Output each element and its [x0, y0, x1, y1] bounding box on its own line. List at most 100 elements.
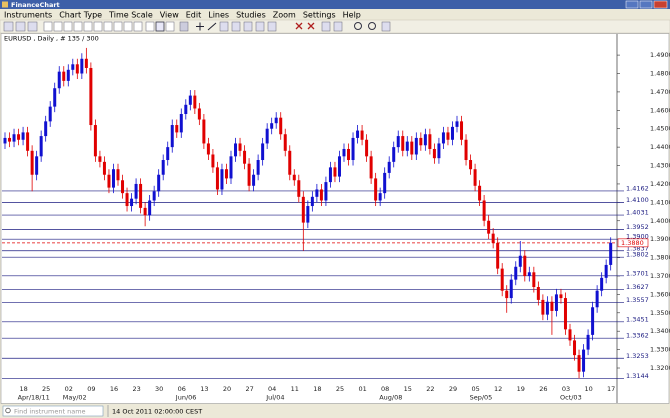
y-tick-label: 1.4900	[650, 51, 670, 59]
tool-button[interactable]	[43, 21, 53, 32]
candle-body	[80, 58, 84, 74]
x-tick-label: 18	[19, 385, 27, 393]
menu-item[interactable]: Help	[343, 11, 361, 20]
level-label: 1.3451	[626, 315, 649, 323]
candle-body	[437, 143, 441, 159]
candle-body	[573, 340, 577, 356]
tool-button[interactable]	[321, 21, 331, 32]
zoom-in[interactable]	[354, 22, 362, 30]
x-tick-label: 30	[155, 385, 163, 393]
menu-item[interactable]: Chart Type	[59, 11, 102, 20]
tool-button[interactable]	[73, 21, 83, 32]
menu-bar	[0, 9, 670, 20]
candle-body	[206, 143, 210, 155]
menu-item[interactable]: Studies	[236, 11, 266, 20]
menu-item[interactable]: Instruments	[4, 11, 52, 20]
candle-body	[577, 355, 581, 372]
tool-button[interactable]	[15, 21, 26, 32]
tool-button[interactable]	[3, 21, 14, 32]
candle-body	[148, 200, 152, 216]
candle-body	[8, 137, 12, 142]
candle-body	[175, 125, 179, 133]
tool-button[interactable]	[179, 21, 189, 32]
candle-body	[161, 160, 165, 175]
level-label: 1.3627	[626, 283, 649, 291]
candle-body	[536, 287, 540, 300]
candle-body	[337, 156, 341, 177]
delete-tool[interactable]	[295, 22, 303, 30]
candle-body	[414, 137, 418, 155]
candle-body	[62, 71, 66, 81]
tool-button[interactable]	[267, 21, 277, 32]
candle-body	[514, 266, 518, 280]
zoom-out[interactable]	[368, 22, 376, 30]
tool-button[interactable]	[381, 21, 391, 32]
candle-body	[39, 136, 43, 157]
candle-body	[310, 196, 314, 207]
candle-body	[297, 180, 301, 197]
minimize-button[interactable]	[625, 0, 639, 9]
tool-button[interactable]	[219, 21, 229, 32]
candle-body	[179, 113, 183, 133]
menu-item[interactable]: Edit	[186, 11, 202, 20]
tool-button[interactable]	[113, 21, 123, 32]
candle-body	[35, 156, 39, 175]
candle-body	[356, 130, 360, 138]
close-button[interactable]	[653, 0, 668, 9]
delete-tool[interactable]	[307, 22, 315, 30]
x-month-label: Jun/06	[175, 394, 197, 402]
menu-item[interactable]: Zoom	[273, 11, 296, 20]
search-icon	[5, 407, 11, 414]
tool-button[interactable]	[231, 21, 241, 32]
candle-body	[215, 167, 219, 190]
candle-body	[84, 58, 88, 68]
x-tick-label: 29	[449, 385, 457, 393]
tool-button[interactable]	[93, 21, 103, 32]
candle-body	[554, 294, 558, 311]
candle-body	[3, 137, 7, 144]
tool-button[interactable]	[83, 21, 93, 32]
candle-body	[89, 67, 93, 126]
tool-button[interactable]	[123, 21, 133, 32]
menu-item[interactable]: Lines	[208, 11, 229, 20]
level-label: 1.4100	[626, 196, 649, 204]
tool-button[interactable]	[133, 21, 143, 32]
tool-button[interactable]	[165, 21, 175, 32]
x-tick-label: 06	[178, 385, 186, 393]
candle-body	[125, 193, 129, 207]
candle-body	[75, 64, 79, 74]
candle-body	[26, 132, 30, 151]
candle-body	[202, 119, 206, 144]
menu-item[interactable]: View	[160, 11, 179, 20]
candle-body	[545, 301, 549, 315]
y-tick-label: 1.4100	[650, 198, 670, 206]
menu-item[interactable]: Time Scale	[108, 11, 153, 20]
x-tick-label: 01	[358, 385, 366, 393]
tool-button[interactable]	[27, 21, 38, 32]
tool-button[interactable]	[145, 21, 155, 32]
tool-button[interactable]	[63, 21, 73, 32]
tool-button[interactable]	[53, 21, 63, 32]
line-tool[interactable]	[207, 22, 217, 31]
candle-body	[423, 134, 427, 146]
candle-body	[369, 156, 373, 179]
x-tick-label: 10	[584, 385, 592, 393]
tool-button[interactable]	[333, 21, 343, 32]
candle-body	[130, 198, 134, 207]
tool-button[interactable]	[155, 21, 165, 32]
candle-body	[328, 167, 332, 183]
crosshair-tool[interactable]	[196, 22, 204, 31]
search-box[interactable]	[2, 405, 104, 417]
candle-body	[166, 147, 170, 161]
y-tick-label: 1.3600	[650, 290, 670, 298]
candle-body	[347, 148, 351, 161]
tool-button[interactable]	[103, 21, 113, 32]
tool-button[interactable]	[255, 21, 265, 32]
tool-button[interactable]	[243, 21, 253, 32]
maximize-button[interactable]	[639, 0, 653, 9]
x-tick-label: 02	[65, 385, 73, 393]
menu-item[interactable]: Settings	[303, 11, 336, 20]
x-tick-label: 17	[607, 385, 615, 393]
candle-body	[238, 143, 242, 151]
candle-body	[306, 206, 310, 223]
